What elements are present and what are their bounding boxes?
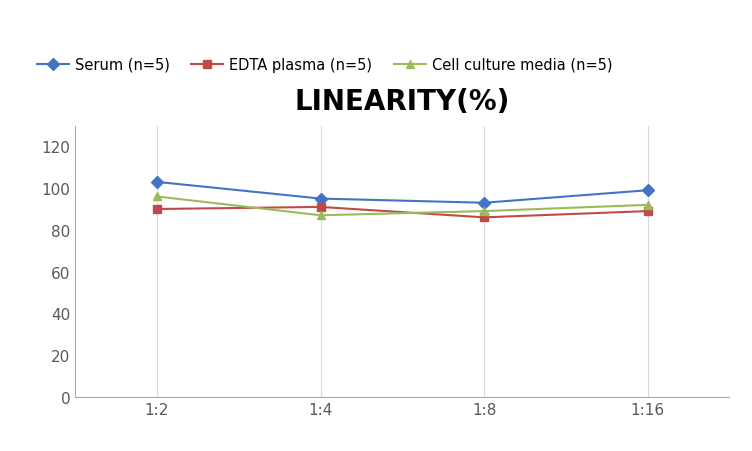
EDTA plasma (n=5) (643, 209, 652, 214)
Serum (n=5) (643, 188, 652, 193)
Line: Cell culture media (n=5): Cell culture media (n=5) (153, 193, 652, 220)
Serum (n=5) (480, 201, 489, 206)
Serum (n=5) (153, 180, 162, 185)
Line: Serum (n=5): Serum (n=5) (153, 178, 652, 207)
Legend: Serum (n=5), EDTA plasma (n=5), Cell culture media (n=5): Serum (n=5), EDTA plasma (n=5), Cell cul… (37, 58, 613, 73)
EDTA plasma (n=5) (316, 205, 325, 210)
Cell culture media (n=5) (316, 213, 325, 218)
Cell culture media (n=5) (643, 202, 652, 208)
EDTA plasma (n=5) (480, 215, 489, 221)
Title: LINEARITY(%): LINEARITY(%) (295, 87, 510, 115)
Line: EDTA plasma (n=5): EDTA plasma (n=5) (153, 203, 652, 222)
Serum (n=5) (316, 197, 325, 202)
EDTA plasma (n=5) (153, 207, 162, 212)
Cell culture media (n=5) (153, 194, 162, 200)
Cell culture media (n=5) (480, 209, 489, 214)
